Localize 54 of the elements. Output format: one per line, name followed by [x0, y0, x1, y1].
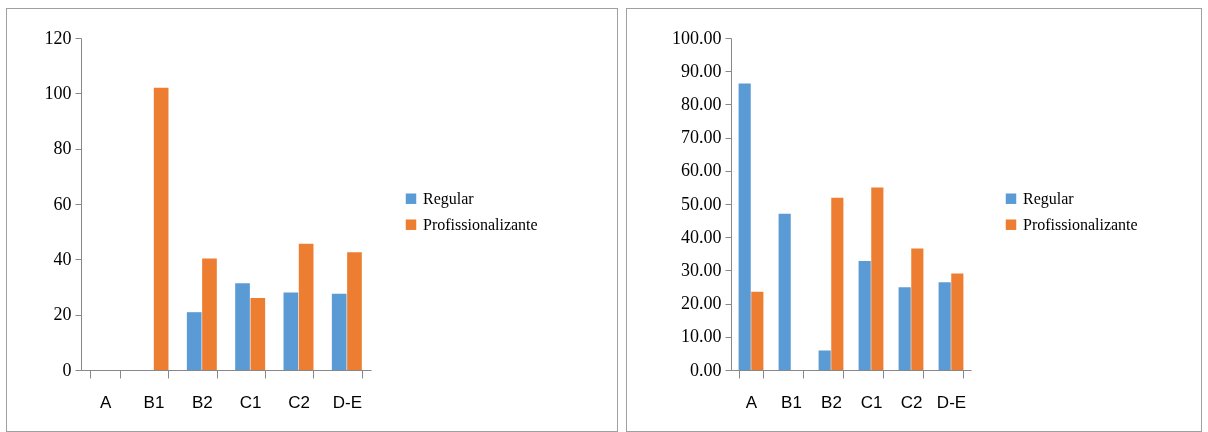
x-tick-label: D-E [332, 392, 362, 412]
x-tick-label: A [745, 392, 758, 412]
y-tick-label: 50.00 [681, 193, 722, 214]
bar [938, 282, 951, 370]
bar [298, 243, 314, 370]
x-tick-label: A [99, 392, 112, 412]
x-tick-label: B2 [191, 392, 213, 412]
bar [911, 248, 924, 370]
y-tick-label: 40.00 [681, 226, 722, 247]
bar [283, 292, 299, 370]
x-tick-label: C2 [900, 392, 923, 412]
bar [951, 273, 964, 370]
y-tick-label: 60.00 [681, 160, 722, 181]
bar [831, 197, 844, 370]
y-tick-label: 120 [44, 27, 72, 48]
y-tick-label: 100 [44, 82, 72, 103]
bar [347, 252, 362, 370]
y-tick-label: 40 [53, 248, 72, 269]
x-tick-label: B1 [781, 392, 802, 412]
x-tick-label: C1 [239, 392, 262, 412]
bar [331, 293, 347, 370]
bar [751, 291, 764, 370]
legend-label: Profissionalizante [423, 215, 538, 233]
x-tick-label: C1 [860, 392, 883, 412]
x-tick-label: C2 [288, 392, 310, 412]
x-tick-label: D-E [936, 392, 967, 412]
bar [871, 187, 884, 370]
bar [235, 283, 250, 370]
bar [858, 261, 871, 370]
y-tick-label: 0 [62, 359, 72, 380]
bar [738, 83, 751, 370]
y-tick-label: 10.00 [681, 326, 722, 347]
legend-label: Regular [423, 189, 475, 208]
y-tick-label: 0.00 [690, 359, 722, 380]
y-tick-label: 30.00 [681, 259, 722, 280]
y-tick-label: 80 [53, 138, 72, 159]
bar [250, 298, 266, 370]
y-tick-label: 90.00 [681, 60, 722, 81]
y-tick-label: 20.00 [681, 293, 722, 314]
bar [186, 312, 202, 370]
x-tick-label: B2 [821, 392, 842, 412]
y-tick-label: 80.00 [681, 93, 722, 114]
bar [898, 287, 911, 370]
y-tick-label: 100.00 [672, 27, 722, 48]
legend-label: Profissionalizante [1023, 215, 1138, 233]
y-tick-label: 70.00 [681, 127, 722, 148]
legend-label: Regular [1023, 189, 1075, 208]
bar [818, 350, 831, 370]
y-tick-label: 20 [53, 304, 72, 325]
bar [153, 87, 169, 370]
x-tick-label: B1 [143, 392, 165, 412]
y-tick-label: 60 [53, 193, 72, 214]
bar [202, 258, 217, 370]
bar [778, 213, 791, 370]
